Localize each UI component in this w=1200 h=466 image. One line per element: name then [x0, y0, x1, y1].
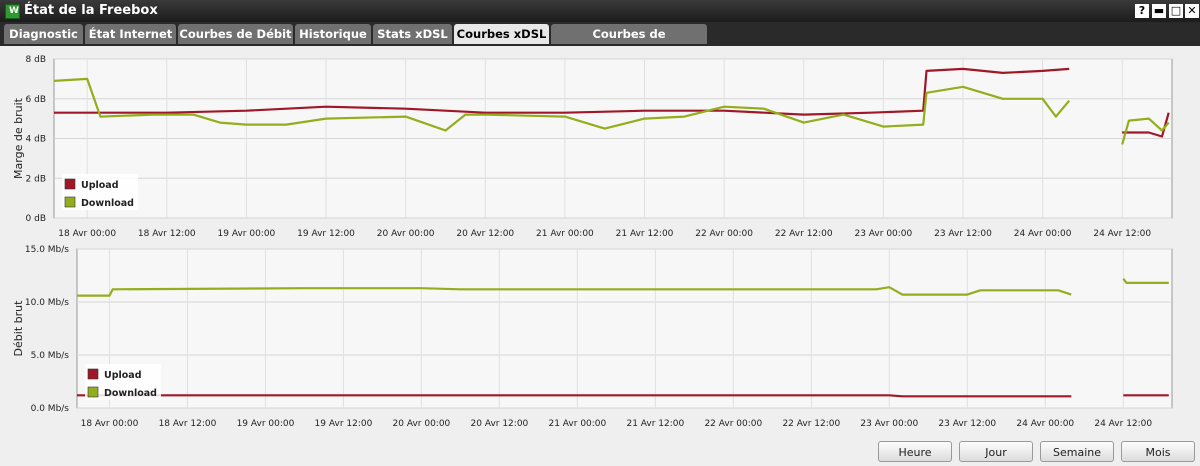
x-tick-label: 23 Avr 12:00: [938, 419, 996, 429]
x-tick-label: 24 Avr 00:00: [1014, 229, 1072, 239]
tab-courbes-debit[interactable]: Courbes de Débit: [178, 24, 293, 44]
x-tick-label: 24 Avr 00:00: [1016, 419, 1074, 429]
x-tick-label: 19 Avr 00:00: [218, 229, 276, 239]
series-line-upload: [1122, 112, 1170, 138]
x-tick-label: 21 Avr 00:00: [548, 419, 606, 429]
x-tick-label: 22 Avr 00:00: [695, 229, 753, 239]
series-line-download: [1122, 278, 1169, 284]
title-bar: W État de la Freebox ? ▬ □ ✕: [0, 0, 1200, 22]
x-tick-label: 18 Avr 12:00: [159, 419, 217, 429]
tab-courbes-temperature[interactable]: Courbes de température: [551, 24, 707, 61]
x-tick-label: 20 Avr 00:00: [377, 229, 435, 239]
legend-label-download: Download: [104, 388, 157, 399]
tab-bar: Diagnostic État Internet Courbes de Débi…: [0, 22, 1200, 61]
range-day-button[interactable]: Jour: [959, 441, 1033, 462]
y-tick-label: 10.0 Mb/s: [25, 298, 69, 308]
maximize-button[interactable]: □: [1169, 4, 1183, 18]
x-tick-label: 20 Avr 12:00: [471, 419, 529, 429]
close-button[interactable]: ✕: [1185, 4, 1199, 18]
xdsl-charts: 0 dB 2 dB 4 dB 6 dB 8 dB 18 Avr 00:00 18 Avr 1…: [12, 55, 1173, 429]
tab-diagnostic[interactable]: Diagnostic: [4, 24, 83, 44]
x-tick-label: 20 Avr 00:00: [393, 419, 451, 429]
tab-etat-internet[interactable]: État Internet: [85, 24, 176, 44]
x-tick-label: 24 Avr 12:00: [1093, 229, 1151, 239]
y-tick-label: 0.0 Mb/s: [31, 404, 70, 414]
x-tick-label: 22 Avr 00:00: [704, 419, 762, 429]
chart-2: 0.0 Mb/s 5.0 Mb/s 10.0 Mb/s 15.0 Mb/s 18 Avr…: [12, 245, 1173, 429]
legend-swatch-upload: [87, 368, 99, 380]
x-tick-label: 21 Avr 12:00: [616, 229, 674, 239]
chart-1: 0 dB 2 dB 4 dB 6 dB 8 dB 18 Avr 00:00 18 Avr 1…: [12, 55, 1173, 239]
tab-stats-xdsl[interactable]: Stats xDSL: [373, 24, 452, 44]
y-tick-label: 0 dB: [26, 214, 46, 224]
x-tick-label: 23 Avr 12:00: [934, 229, 992, 239]
x-tick-label: 21 Avr 12:00: [626, 419, 684, 429]
series-line-download: [77, 286, 1072, 297]
series-line-upload: [54, 67, 1070, 116]
x-tick-label: 20 Avr 12:00: [456, 229, 514, 239]
x-tick-label: 18 Avr 00:00: [81, 419, 139, 429]
help-button[interactable]: ?: [1135, 4, 1149, 18]
minimize-button[interactable]: ▬: [1152, 4, 1166, 18]
x-tick-label: 18 Avr 00:00: [58, 229, 116, 239]
y-tick-label: 4 dB: [26, 135, 46, 145]
y-tick-label: 6 dB: [26, 95, 46, 105]
x-tick-label: 19 Avr 00:00: [237, 419, 295, 429]
legend-label-download: Download: [81, 198, 134, 209]
tab-courbes-xdsl[interactable]: Courbes xDSL: [454, 24, 549, 44]
x-tick-label: 22 Avr 12:00: [782, 419, 840, 429]
legend-label-upload: Upload: [104, 370, 142, 381]
x-tick-label: 22 Avr 12:00: [775, 229, 833, 239]
y-tick-label: 15.0 Mb/s: [25, 245, 69, 255]
y-axis-title: Marge de bruit: [12, 97, 25, 179]
y-tick-label: 2 dB: [26, 174, 46, 184]
y-tick-label: 5.0 Mb/s: [31, 351, 70, 361]
x-tick-label: 19 Avr 12:00: [297, 229, 355, 239]
series-line-download: [53, 77, 1071, 132]
tab-historique[interactable]: Historique: [295, 24, 371, 44]
x-tick-label: 18 Avr 12:00: [138, 229, 196, 239]
legend-swatch-download: [64, 196, 76, 208]
legend-swatch-download: [87, 386, 99, 398]
y-axis-title: Débit brut: [12, 300, 25, 357]
y-tick-label: 8 dB: [26, 55, 46, 65]
x-tick-label: 23 Avr 00:00: [860, 419, 918, 429]
freebox-app-icon: W: [5, 4, 20, 19]
legend-label-upload: Upload: [81, 180, 119, 191]
x-tick-label: 19 Avr 12:00: [315, 419, 373, 429]
series-line-download: [1121, 117, 1170, 145]
plot-area: [76, 248, 1173, 409]
series-line-upload: [77, 394, 1072, 398]
range-hour-button[interactable]: Heure: [878, 441, 952, 462]
range-month-button[interactable]: Mois: [1121, 441, 1195, 462]
legend-swatch-upload: [64, 178, 76, 190]
x-tick-label: 24 Avr 12:00: [1094, 419, 1152, 429]
x-tick-label: 21 Avr 00:00: [536, 229, 594, 239]
x-tick-label: 23 Avr 00:00: [854, 229, 912, 239]
window-title: État de la Freebox: [24, 3, 158, 18]
range-week-button[interactable]: Semaine: [1040, 441, 1114, 462]
